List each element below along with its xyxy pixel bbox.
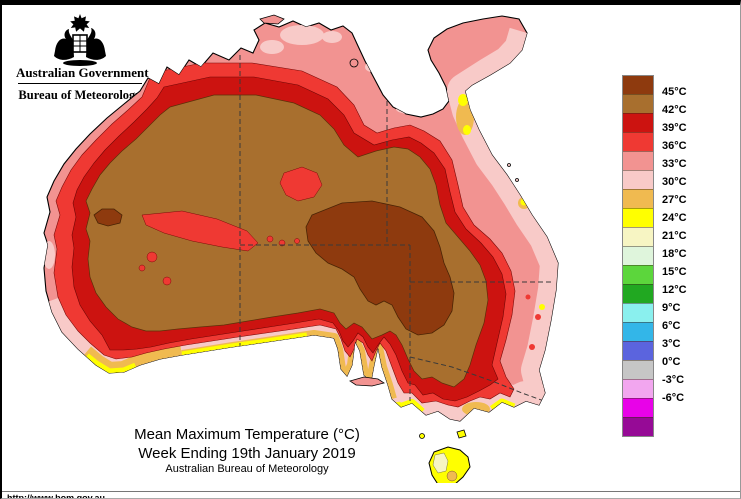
map-title: Mean Maximum Temperature (°C): [134, 426, 360, 443]
legend-label: 0°C: [662, 356, 681, 368]
legend-label: 33°C: [662, 158, 687, 170]
legend-swatch: [623, 379, 653, 398]
legend-label: 18°C: [662, 248, 687, 260]
government-label: Australian Government: [16, 65, 149, 80]
australia-temperature-map: [43, 14, 559, 483]
legend-swatch: [623, 360, 653, 379]
map-subtitle: Week Ending 19th January 2019: [138, 445, 356, 462]
bureau-label: Bureau of Meteorology: [18, 88, 142, 102]
map-source: Australian Bureau of Meteorology: [165, 463, 329, 475]
legend-label: 15°C: [662, 266, 687, 278]
legend-label: -3°C: [662, 374, 685, 386]
legend-swatch: [623, 284, 653, 303]
legend-label: 45°C: [662, 86, 687, 98]
footer-divider: [2, 491, 740, 492]
tasmania: [428, 446, 471, 483]
legend-label: 36°C: [662, 140, 687, 152]
footer-url: http://www.bom.gov.au: [7, 493, 105, 499]
band-36-39-inner-patches: [138, 166, 323, 286]
government-rule: [18, 83, 142, 84]
legend-swatch: [623, 132, 653, 151]
legend-swatch: [623, 398, 653, 417]
legend-color-bar: [622, 75, 654, 437]
legend-swatch: [623, 94, 653, 113]
coastal-red-speckles: [525, 294, 541, 350]
legend-swatch: [623, 265, 653, 284]
legend-swatch: [623, 303, 653, 322]
coat-of-arms-icon: [54, 14, 106, 66]
offshore-islands: [259, 14, 519, 439]
legend-swatch: [623, 76, 653, 94]
legend-label: 12°C: [662, 284, 687, 296]
map-titles: Mean Maximum Temperature (°C) Week Endin…: [97, 425, 397, 476]
legend-swatch: [623, 208, 653, 227]
legend-label: 30°C: [662, 176, 687, 188]
legend-swatch: [623, 417, 653, 436]
legend-label: 42°C: [662, 104, 687, 116]
legend-swatch: [623, 170, 653, 189]
legend-label: 39°C: [662, 122, 687, 134]
temperature-legend: 45°C 42°C 39°C 36°C 33°C 30°C 27°C 24°C 21°C 18°C…: [622, 75, 732, 437]
state-borders: [239, 55, 553, 402]
legend-label: 21°C: [662, 230, 687, 242]
legend-swatch: [623, 189, 653, 208]
legend-label: 6°C: [662, 320, 681, 332]
legend-label: -6°C: [662, 392, 685, 404]
legend-label: 24°C: [662, 212, 687, 224]
coastal-patches: [394, 94, 545, 419]
legend-swatch: [623, 151, 653, 170]
legend-label: 3°C: [662, 338, 681, 350]
legend-swatch: [623, 227, 653, 246]
band-45-plus: [93, 200, 455, 336]
legend-swatch: [623, 322, 653, 341]
legend-swatch: [623, 246, 653, 265]
legend-label: 9°C: [662, 302, 681, 314]
legend-swatch: [623, 113, 653, 132]
legend-swatch: [623, 341, 653, 360]
legend-label: 27°C: [662, 194, 687, 206]
